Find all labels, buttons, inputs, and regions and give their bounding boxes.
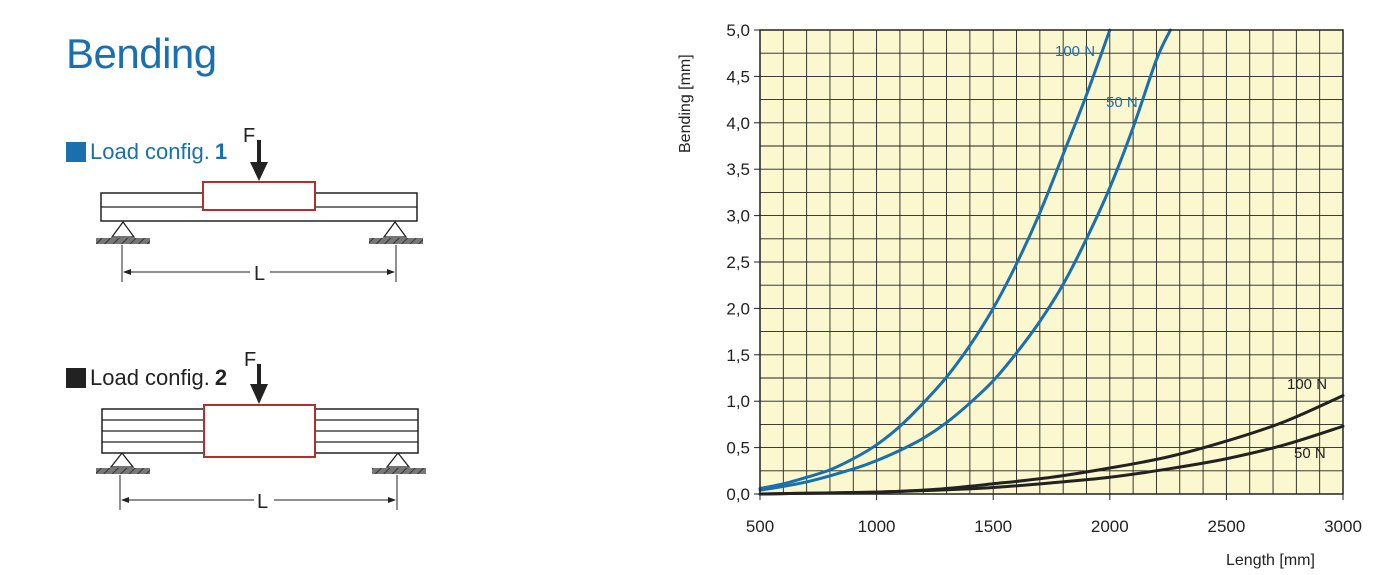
series-line-50n-config2 <box>758 424 1345 496</box>
right-support-2 <box>372 451 426 474</box>
length-label-1: L <box>254 263 265 285</box>
y-tick-label: 2,5 <box>726 253 750 272</box>
x-tick-label: 1500 <box>974 517 1012 536</box>
force-arrow-1 <box>250 140 268 181</box>
beam-diagram-1: F L F L <box>96 125 426 513</box>
y-tick-label: 0,5 <box>726 439 750 458</box>
x-tick-label: 1000 <box>858 517 896 536</box>
y-tick-label: 0,0 <box>726 485 750 504</box>
y-axis-label: Bending [mm] <box>677 54 694 153</box>
length-dimension-2 <box>119 475 398 510</box>
plot-frame <box>759 29 1344 495</box>
y-axis-ticks: 0,0 0,5 1,0 1,5 2,0 2,5 3,0 3,5 4,0 4,5 5,0 <box>726 21 760 504</box>
left-support-2 <box>96 451 150 474</box>
y-tick-label: 3,5 <box>726 160 750 179</box>
chart-series <box>758 28 1345 496</box>
force-arrow-2 <box>250 364 268 404</box>
blue-square-icon <box>66 142 86 162</box>
y-tick-label: 2,0 <box>726 299 750 318</box>
series-line-50n-config1 <box>758 28 1172 492</box>
x-axis-label: Length [mm] <box>1226 552 1315 569</box>
series-label-100n-config1: 100 N <box>1055 43 1095 60</box>
y-tick-label: 4,0 <box>726 114 750 133</box>
y-tick-label: 4,5 <box>726 67 750 86</box>
load-carriage-2 <box>203 404 316 458</box>
series-label-100n-config2: 100 N <box>1287 376 1327 393</box>
chart-grid <box>760 30 1343 494</box>
x-tick-label: 2000 <box>1091 517 1129 536</box>
x-axis-ticks: 500 1000 1500 2000 2500 3000 <box>746 494 1362 536</box>
load-carriage-1 <box>202 181 316 211</box>
x-tick-label: 2500 <box>1207 517 1245 536</box>
x-tick-label: 3000 <box>1324 517 1362 536</box>
length-dimension-1 <box>121 245 397 282</box>
right-support-1 <box>369 220 423 244</box>
y-tick-label: 1,5 <box>726 346 750 365</box>
series-label-50n-config1: 50 N <box>1106 94 1138 111</box>
page-title: Bending <box>66 30 217 77</box>
y-tick-label: 3,0 <box>726 207 750 226</box>
load-config-1-label: Load config. 1 <box>66 139 227 165</box>
left-support-1 <box>96 220 150 244</box>
y-tick-label: 1,0 <box>726 392 750 411</box>
x-tick-label: 500 <box>746 517 774 536</box>
load-config-1-number: 1 <box>214 139 228 164</box>
load-config-1-text: Load config. <box>90 139 210 164</box>
load-config-2-label: Load config. 2 <box>66 365 227 391</box>
load-config-2-number: 2 <box>214 365 228 390</box>
y-tick-label: 5,0 <box>726 21 750 40</box>
series-label-50n-config2: 50 N <box>1294 445 1326 462</box>
series-line-100n-config1 <box>758 28 1112 490</box>
load-config-2-text: Load config. <box>90 365 210 390</box>
black-square-icon <box>66 368 86 388</box>
length-label-2: L <box>257 491 268 513</box>
force-label-1: F <box>243 125 255 147</box>
force-label-2: F <box>244 349 256 371</box>
